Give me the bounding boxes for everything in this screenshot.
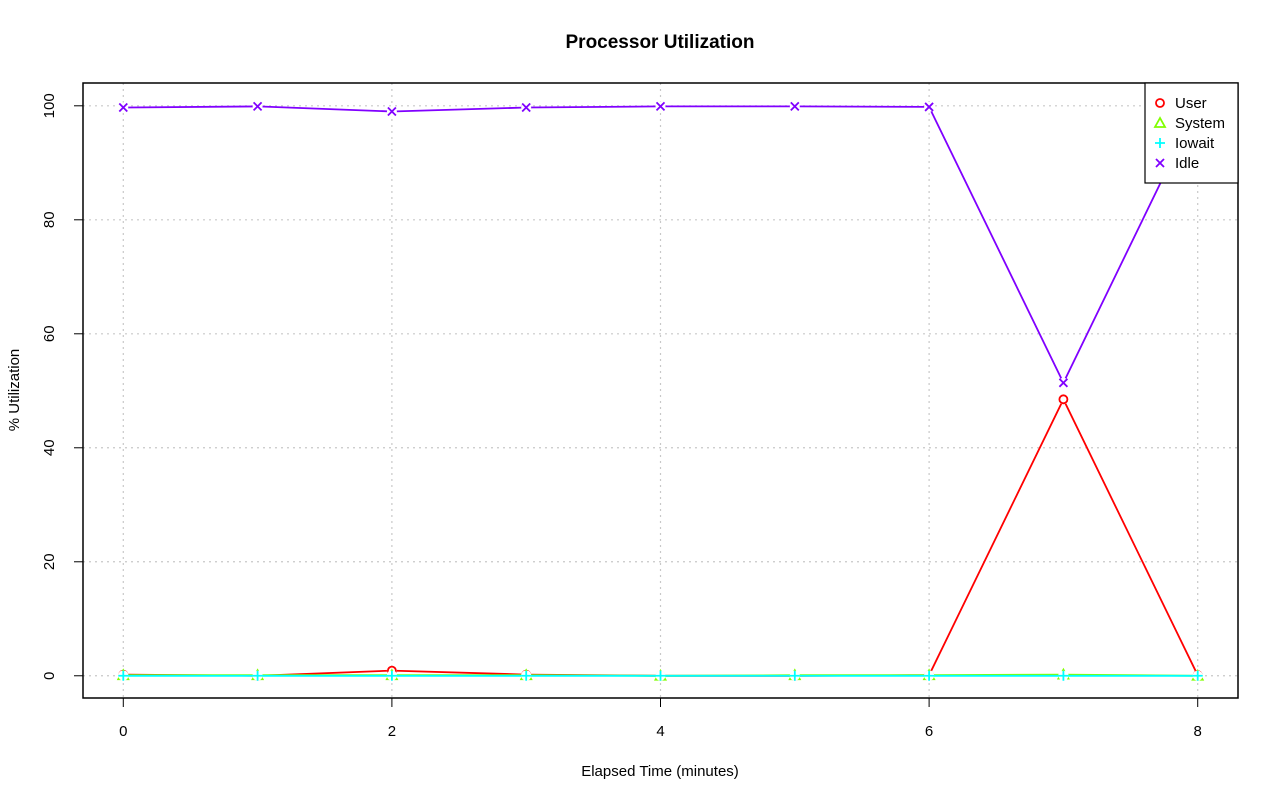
data-point-idle — [924, 102, 934, 112]
data-point-idle — [387, 106, 397, 117]
y-axis-label: % Utilization — [6, 349, 23, 432]
x-axis-label: Elapsed Time (minutes) — [581, 763, 739, 780]
data-point-iowait — [521, 670, 532, 681]
series-layer — [116, 101, 1205, 681]
y-tick-label: 0 — [41, 672, 58, 680]
x-tick-label: 0 — [119, 723, 127, 740]
legend-marker-iowait — [1155, 138, 1165, 148]
legend-label-user: User — [1175, 95, 1207, 112]
data-point-iowait — [655, 670, 666, 681]
y-tick-label: 60 — [41, 325, 58, 342]
grid-lines — [83, 83, 1238, 698]
data-point-idle — [118, 102, 128, 113]
y-tick-label: 40 — [41, 439, 58, 456]
y-tick-label: 80 — [41, 211, 58, 228]
y-tick-label: 100 — [41, 93, 58, 118]
data-point-user — [1058, 394, 1069, 405]
data-point-iowait — [1058, 670, 1069, 681]
data-point-idle — [252, 101, 263, 112]
legend-marker-idle — [1155, 158, 1165, 168]
x-tick-label: 8 — [1194, 723, 1202, 740]
legend-marker-user — [1155, 98, 1165, 108]
legend-label-iowait: Iowait — [1175, 135, 1215, 152]
series-iowait — [118, 670, 1203, 681]
chart-title: Processor Utilization — [566, 32, 755, 53]
data-point-iowait — [118, 670, 129, 681]
data-point-iowait — [386, 670, 397, 681]
legend-label-idle: Idle — [1175, 155, 1199, 172]
y-tick-label: 20 — [41, 553, 58, 570]
x-tick-label: 4 — [656, 723, 664, 740]
y-axis: 0 20 40 60 80 100 — [41, 93, 84, 680]
series-line-user — [123, 397, 1199, 677]
data-point-idle — [790, 101, 800, 112]
series-idle — [118, 101, 1203, 388]
data-point-iowait — [789, 670, 800, 681]
data-point-idle — [655, 101, 666, 112]
legend: User System Iowait Idle — [1144, 82, 1239, 184]
legend-marker-system — [1153, 116, 1167, 128]
x-tick-label: 6 — [925, 723, 933, 740]
data-point-iowait — [252, 670, 263, 681]
data-point-iowait — [924, 670, 935, 681]
legend-box — [1144, 82, 1239, 184]
x-axis: 0 2 4 6 8 — [119, 697, 1202, 740]
legend-label-system: System — [1175, 115, 1225, 132]
data-point-iowait — [1192, 670, 1203, 681]
x-tick-label: 2 — [388, 723, 396, 740]
data-point-idle — [1058, 378, 1069, 388]
data-point-idle — [521, 102, 531, 113]
